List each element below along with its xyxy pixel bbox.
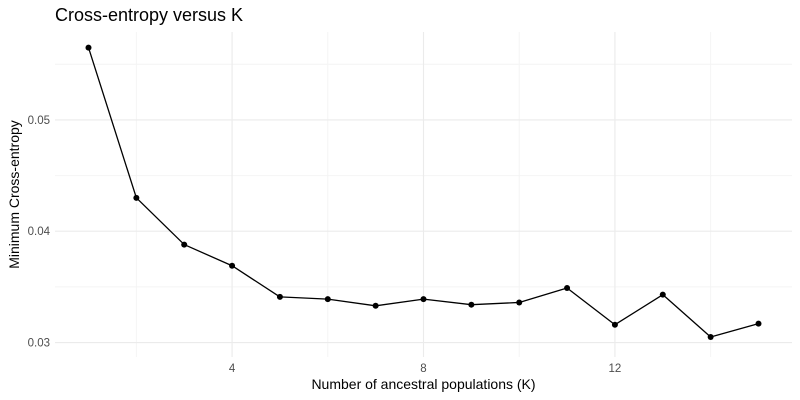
x-tick-label: 4 [229, 363, 236, 375]
data-point [229, 262, 236, 269]
data-point [420, 296, 427, 303]
data-point [468, 301, 475, 308]
x-tick-label: 8 [420, 363, 426, 375]
data-point [611, 321, 618, 328]
chart-title: Cross-entropy versus K [55, 5, 244, 25]
data-point [659, 291, 666, 298]
data-point [85, 44, 92, 51]
y-tick-label: 0.04 [28, 226, 51, 238]
y-tick-label: 0.05 [28, 115, 50, 127]
data-point [276, 293, 283, 300]
y-tick-labels: 0.03 0.04 0.05 [28, 115, 51, 350]
x-tick-label: 12 [609, 363, 622, 375]
data-point [516, 299, 523, 306]
x-axis-title: Number of ancestral populations (K) [311, 376, 535, 392]
data-point [133, 194, 140, 201]
data-point [324, 296, 331, 303]
major-gridlines [55, 32, 792, 357]
y-axis-title: Minimum Cross-entropy [6, 120, 22, 269]
data-point [707, 333, 714, 340]
data-point [564, 284, 571, 291]
data-point [755, 320, 762, 327]
y-tick-label: 0.03 [28, 338, 50, 350]
data-point [181, 241, 188, 248]
x-tick-labels: 4 8 12 [229, 363, 621, 375]
series-group [85, 44, 762, 340]
data-point [372, 302, 379, 309]
